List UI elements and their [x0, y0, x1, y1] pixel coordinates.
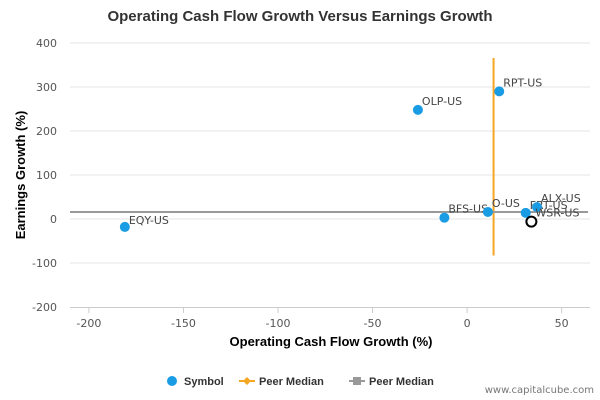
data-point	[412, 104, 423, 115]
data-point	[482, 206, 493, 217]
data-point	[494, 86, 505, 97]
x-axis-title: Operating Cash Flow Growth (%)	[230, 334, 433, 349]
subject-point	[525, 215, 538, 228]
data-point	[532, 202, 543, 213]
legend: Symbol Peer Median Peer Median	[167, 376, 434, 388]
data-point	[119, 221, 130, 232]
peer-median-lines	[70, 57, 589, 256]
data-point-label: O-US	[492, 197, 520, 210]
data-point-label: OLP-US	[422, 95, 462, 108]
data-point-label: ALX-US	[541, 192, 581, 205]
y-tick-label: 200	[36, 125, 57, 138]
x-tick-label: -100	[266, 317, 291, 330]
legend-label: Peer Median	[259, 376, 324, 388]
y-tick-label: 400	[36, 37, 57, 50]
legend-label: Symbol	[184, 376, 224, 388]
chart-title: Operating Cash Flow Growth Versus Earnin…	[107, 8, 492, 25]
x-tick-label: -50	[364, 317, 382, 330]
axes: -200 -100 0 100 200 300 400 -200 -150 -100 -50 0 50	[32, 37, 590, 330]
y-axis-title: Earnings Growth (%)	[13, 111, 28, 240]
y-tick-label: 100	[36, 169, 57, 182]
data-point-label: WSR-US	[535, 207, 579, 220]
y-tick-label: -100	[32, 257, 57, 270]
x-tick-label: 50	[555, 317, 569, 330]
x-tick-label: -200	[76, 317, 101, 330]
y-tick-label: 0	[50, 213, 57, 226]
legend-marker-peer-median-x	[243, 377, 251, 385]
data-point-label: BFS-US	[448, 203, 488, 216]
data-point-label: RPT-US	[503, 76, 542, 89]
legend-marker-symbol	[167, 376, 177, 386]
data-point	[520, 207, 531, 218]
data-point-label: EQY-US	[129, 214, 169, 227]
grid-lines	[70, 42, 590, 264]
x-tick-label: 0	[464, 317, 471, 330]
credit-text: www.capitalcube.com	[485, 385, 594, 396]
legend-label: Peer Median	[369, 376, 434, 388]
data-point	[439, 212, 450, 223]
y-tick-label: 300	[36, 81, 57, 94]
x-tick-label: -150	[171, 317, 196, 330]
y-tick-label: -200	[32, 301, 57, 314]
legend-marker-peer-median-y	[353, 377, 361, 385]
